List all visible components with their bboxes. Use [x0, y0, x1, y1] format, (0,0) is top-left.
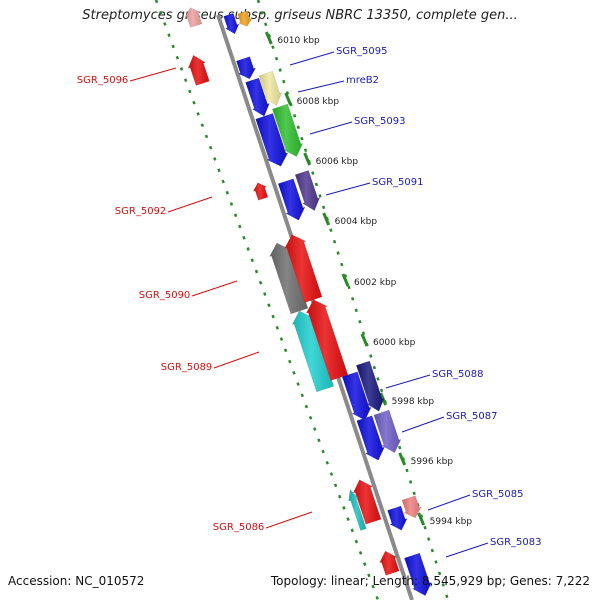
- gene-label-text: SGR_5083: [490, 537, 542, 548]
- gene-arrow[interactable]: [379, 550, 400, 576]
- gene-label[interactable]: SGR_5095: [289, 46, 388, 66]
- label-leader-line: [213, 351, 260, 369]
- label-leader-line: [427, 494, 471, 511]
- tick-label: 5998 kbp: [392, 397, 435, 407]
- tick-label: 6000 kbp: [373, 338, 416, 348]
- gene-arrow[interactable]: [223, 12, 240, 35]
- gene-arrow[interactable]: [277, 178, 306, 221]
- label-leader-line: [297, 80, 345, 93]
- gene-arrow[interactable]: [373, 409, 402, 453]
- label-leader-line: [401, 416, 445, 433]
- gene-arrow[interactable]: [356, 415, 385, 461]
- genome-summary-text: Topology: linear; Length: 8,545,929 bp; …: [270, 574, 590, 588]
- gene-label-text: SGR_5090: [139, 290, 191, 301]
- gene-label[interactable]: SGR_5085: [427, 489, 524, 511]
- tick-mark: [417, 512, 426, 526]
- gene-arrow[interactable]: [236, 56, 257, 80]
- gene-arrow[interactable]: [258, 70, 283, 106]
- gene-label-text: SGR_5096: [77, 75, 129, 86]
- gene-label[interactable]: SGR_5088: [385, 369, 484, 389]
- gene-arrow[interactable]: [252, 182, 269, 201]
- gene-arrow[interactable]: [305, 299, 349, 381]
- gene-label[interactable]: SGR_5087: [401, 411, 498, 433]
- gene-label-layer: SGR_5095 mreB2 SGR_5093 SGR_5091 SGR_5088 SGR…: [77, 46, 542, 558]
- label-leader-line: [265, 511, 313, 529]
- gene-label[interactable]: SGR_5083: [445, 537, 542, 558]
- gene-label[interactable]: SGR_5096: [77, 67, 177, 86]
- label-leader-line: [289, 51, 335, 66]
- gene-label-text: SGR_5085: [472, 489, 524, 500]
- accession-text: Accession: NC_010572: [8, 574, 145, 588]
- gene-label[interactable]: SGR_5091: [325, 177, 424, 196]
- gene-label-text: SGR_5088: [432, 369, 484, 380]
- view-boundary: [154, 0, 450, 600]
- gene-label-text: SGR_5093: [354, 116, 406, 127]
- tick-mark: [303, 152, 312, 166]
- gene-arrow[interactable]: [352, 479, 382, 525]
- tick-mark: [398, 452, 407, 466]
- tick-mark: [360, 333, 369, 347]
- gene-arrow[interactable]: [237, 10, 253, 27]
- tick-label: 5994 kbp: [430, 517, 473, 527]
- tick-label: 6008 kbp: [297, 97, 340, 107]
- gene-arrow[interactable]: [187, 54, 210, 86]
- tick-label: 6002 kbp: [354, 278, 397, 288]
- gene-label[interactable]: mreB2: [297, 75, 379, 93]
- gene-label-text: SGR_5087: [446, 411, 498, 422]
- gene-label[interactable]: SGR_5086: [213, 511, 313, 533]
- gene-label-text: SGR_5086: [213, 522, 264, 533]
- gene-arrow[interactable]: [184, 7, 203, 28]
- gene-label[interactable]: SGR_5092: [115, 196, 213, 217]
- tick-mark: [322, 212, 331, 226]
- gene-arrow[interactable]: [341, 371, 372, 421]
- gene-label[interactable]: SGR_5093: [309, 116, 406, 135]
- tick-mark: [341, 273, 350, 287]
- label-leader-line: [325, 182, 371, 196]
- gene-arrow[interactable]: [404, 552, 432, 596]
- tick-label: 6006 kbp: [316, 157, 359, 167]
- tick-label: 5996 kbp: [411, 457, 454, 467]
- gene-arrow[interactable]: [255, 113, 289, 167]
- gene-label[interactable]: SGR_5090: [139, 280, 238, 301]
- label-leader-line: [129, 67, 177, 82]
- label-leader-line: [385, 374, 431, 389]
- tick-mark: [284, 92, 293, 106]
- gene-arrow[interactable]: [294, 170, 321, 211]
- gene-arrow[interactable]: [401, 495, 422, 519]
- gene-label-text: SGR_5095: [336, 46, 388, 57]
- gene-label-text: mreB2: [346, 75, 379, 86]
- label-leader-line: [445, 542, 489, 558]
- gene-arrow[interactable]: [387, 505, 408, 531]
- gene-label-text: SGR_5089: [161, 362, 213, 373]
- tick-label: 6004 kbp: [335, 217, 378, 227]
- gene-layer: [184, 7, 432, 596]
- gene-arrow[interactable]: [284, 234, 323, 303]
- tick-mark: [264, 31, 273, 45]
- gene-arrow[interactable]: [272, 103, 304, 157]
- label-leader-line: [309, 121, 353, 135]
- gene-arrow[interactable]: [245, 77, 270, 117]
- tick-label: 6010 kbp: [277, 36, 320, 46]
- gene-label[interactable]: SGR_5089: [161, 351, 260, 373]
- gene-arrow[interactable]: [348, 489, 367, 531]
- label-leader-line: [191, 280, 238, 297]
- gene-label-text: SGR_5092: [115, 206, 167, 217]
- tick-layer: 6010 kbp 6008 kbp 6006 kbp 6004 kbp 6002 kbp…: [264, 31, 473, 527]
- gene-label-text: SGR_5091: [372, 177, 424, 188]
- boundary-line-right: [256, 0, 450, 600]
- label-leader-line: [167, 196, 213, 213]
- gene-arrow[interactable]: [355, 360, 385, 412]
